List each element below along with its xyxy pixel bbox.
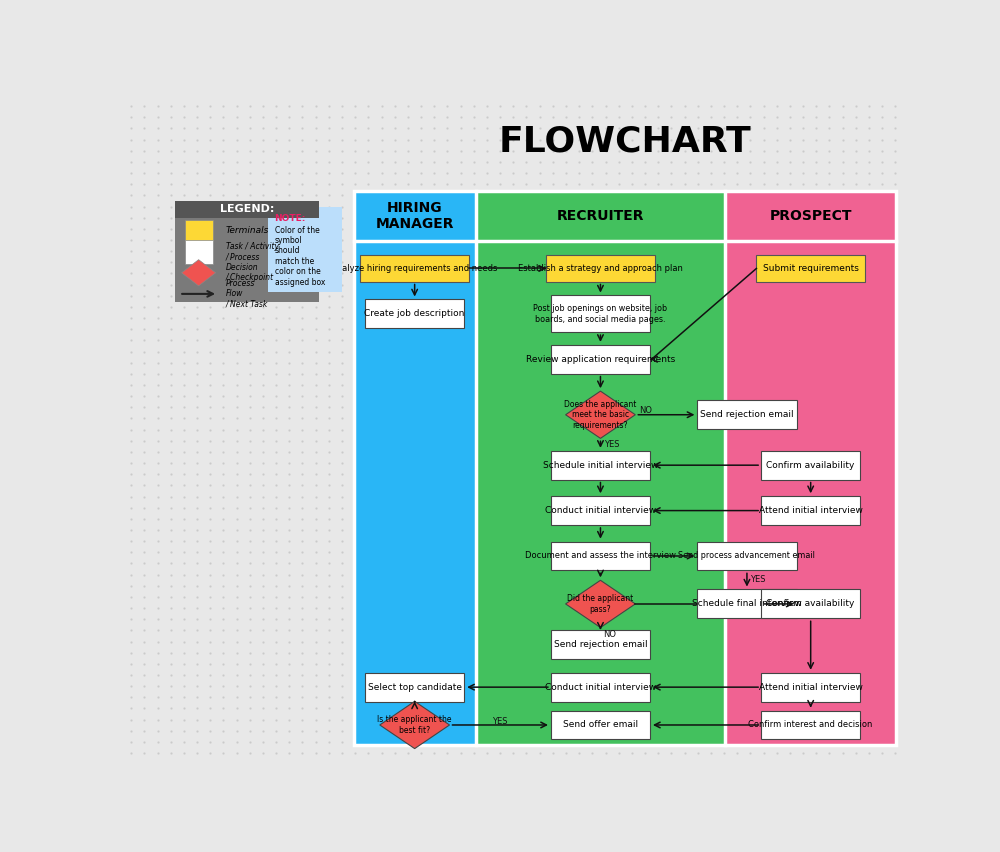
Text: Submit requirements: Submit requirements bbox=[763, 264, 859, 273]
Text: Terminals: Terminals bbox=[226, 226, 269, 235]
Bar bbox=[761, 673, 860, 701]
Bar bbox=[175, 201, 319, 302]
Text: NO: NO bbox=[639, 406, 652, 415]
Text: NO: NO bbox=[604, 630, 617, 639]
Text: FLOWCHART: FLOWCHART bbox=[498, 124, 751, 158]
Text: YES: YES bbox=[604, 440, 619, 449]
Bar bbox=[551, 673, 650, 701]
Text: Confirm interest and decision: Confirm interest and decision bbox=[748, 721, 873, 729]
Bar bbox=[551, 630, 650, 659]
Bar bbox=[761, 496, 860, 525]
Text: Is the applicant the
best fit?: Is the applicant the best fit? bbox=[377, 716, 452, 734]
Text: Confirm availability: Confirm availability bbox=[766, 461, 855, 469]
Bar bbox=[551, 296, 650, 332]
Bar bbox=[354, 191, 896, 746]
Bar bbox=[365, 673, 464, 701]
Text: Conduct initial interview: Conduct initial interview bbox=[545, 682, 656, 692]
Bar bbox=[697, 400, 797, 429]
Text: Attend initial interview: Attend initial interview bbox=[759, 506, 863, 515]
Bar bbox=[476, 191, 725, 241]
Bar bbox=[551, 345, 650, 374]
Bar bbox=[546, 256, 655, 281]
Bar bbox=[761, 590, 860, 619]
Polygon shape bbox=[182, 260, 216, 286]
Text: Send rejection email: Send rejection email bbox=[700, 410, 794, 419]
Text: Analyze hiring requirements and needs: Analyze hiring requirements and needs bbox=[331, 264, 498, 273]
Bar bbox=[175, 200, 319, 218]
Text: Conduct initial interview: Conduct initial interview bbox=[545, 506, 656, 515]
Text: NOTE:: NOTE: bbox=[275, 214, 306, 222]
Polygon shape bbox=[566, 391, 635, 439]
Text: Decision
/ Checkpoint: Decision / Checkpoint bbox=[226, 263, 274, 283]
Bar bbox=[354, 241, 476, 746]
Text: Create job description: Create job description bbox=[364, 309, 465, 319]
Text: Send process advancement email: Send process advancement email bbox=[678, 551, 815, 561]
Text: Task / Activity
/ Process: Task / Activity / Process bbox=[226, 242, 279, 262]
Text: Process
Flow
/ Next Task: Process Flow / Next Task bbox=[226, 279, 268, 308]
Bar bbox=[551, 451, 650, 480]
Text: Schedule initial interview: Schedule initial interview bbox=[543, 461, 658, 469]
Bar bbox=[551, 496, 650, 525]
Bar bbox=[360, 256, 469, 281]
Text: Does the applicant
meet the basic
requirements?: Does the applicant meet the basic requir… bbox=[564, 400, 637, 429]
Bar bbox=[756, 256, 865, 281]
Text: Send rejection email: Send rejection email bbox=[554, 640, 647, 648]
Text: Post job openings on website, job
boards, and social media pages.: Post job openings on website, job boards… bbox=[533, 304, 668, 324]
Text: LEGEND:: LEGEND: bbox=[220, 204, 274, 215]
Bar bbox=[551, 711, 650, 740]
Bar bbox=[268, 207, 342, 292]
Text: Select top candidate: Select top candidate bbox=[368, 682, 462, 692]
Text: Confirm availability: Confirm availability bbox=[766, 600, 855, 608]
Text: Establish a strategy and approach plan: Establish a strategy and approach plan bbox=[518, 264, 683, 273]
Bar bbox=[365, 299, 464, 328]
Text: YES: YES bbox=[492, 717, 508, 726]
Polygon shape bbox=[380, 701, 450, 749]
Bar bbox=[761, 711, 860, 740]
Text: Color of the
symbol
should
match the
color on the
assigned box: Color of the symbol should match the col… bbox=[275, 226, 325, 286]
Bar bbox=[697, 590, 797, 619]
Text: YES: YES bbox=[750, 575, 766, 584]
Bar bbox=[761, 451, 860, 480]
Bar bbox=[476, 241, 725, 746]
Bar bbox=[354, 191, 476, 241]
Text: Did the applicant
pass?: Did the applicant pass? bbox=[567, 594, 634, 613]
Text: PROSPECT: PROSPECT bbox=[769, 209, 852, 222]
Text: Review application requirements: Review application requirements bbox=[526, 354, 675, 364]
Bar bbox=[725, 241, 896, 746]
Bar bbox=[551, 542, 650, 571]
Polygon shape bbox=[566, 580, 635, 628]
Text: RECRUITER: RECRUITER bbox=[557, 209, 644, 222]
Bar bbox=[697, 542, 797, 571]
Bar bbox=[185, 220, 213, 241]
Bar bbox=[725, 191, 896, 241]
Text: Schedule final interview: Schedule final interview bbox=[692, 600, 802, 608]
Text: Attend initial interview: Attend initial interview bbox=[759, 682, 863, 692]
Text: HIRING
MANAGER: HIRING MANAGER bbox=[375, 201, 454, 231]
Bar bbox=[185, 240, 213, 263]
Text: Document and assess the interview: Document and assess the interview bbox=[525, 551, 676, 561]
Text: Send offer email: Send offer email bbox=[563, 721, 638, 729]
